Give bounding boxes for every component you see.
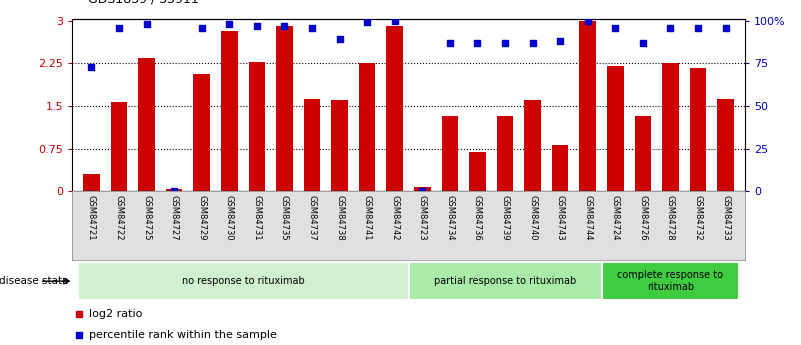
- Text: GSM84742: GSM84742: [390, 195, 399, 240]
- Text: GSM84723: GSM84723: [418, 195, 427, 240]
- Text: GSM84722: GSM84722: [115, 195, 123, 240]
- Text: GSM84730: GSM84730: [225, 195, 234, 240]
- Bar: [332, 100, 348, 191]
- Point: [85, 64, 98, 70]
- Point: [167, 189, 180, 194]
- Point: [416, 189, 429, 194]
- Point: [526, 40, 539, 46]
- Text: GSM84725: GSM84725: [142, 195, 151, 240]
- Bar: [634, 116, 651, 191]
- Point: [140, 21, 153, 27]
- Bar: [690, 68, 706, 191]
- Text: GSM84729: GSM84729: [197, 195, 206, 240]
- Point: [553, 38, 566, 44]
- Bar: [414, 187, 431, 191]
- Point: [471, 40, 484, 46]
- Point: [637, 40, 650, 46]
- Text: GSM84744: GSM84744: [583, 195, 592, 240]
- Bar: [166, 189, 183, 191]
- Text: GSM84735: GSM84735: [280, 195, 289, 240]
- Bar: [304, 99, 320, 191]
- Point: [223, 21, 235, 27]
- Point: [195, 25, 208, 30]
- Bar: [469, 151, 485, 191]
- Text: GSM84740: GSM84740: [528, 195, 537, 240]
- Bar: [409, 262, 602, 300]
- Text: GSM84721: GSM84721: [87, 195, 96, 240]
- Text: GSM84731: GSM84731: [252, 195, 261, 240]
- Text: GSM84741: GSM84741: [363, 195, 372, 240]
- Bar: [111, 102, 127, 191]
- Bar: [359, 63, 376, 191]
- Bar: [607, 66, 624, 191]
- Text: GSM84734: GSM84734: [445, 195, 454, 240]
- Bar: [718, 99, 734, 191]
- Point: [388, 18, 401, 23]
- Bar: [276, 26, 292, 191]
- Bar: [386, 26, 403, 191]
- Point: [278, 23, 291, 29]
- Point: [333, 37, 346, 42]
- Bar: [139, 58, 155, 191]
- Text: GSM84739: GSM84739: [501, 195, 509, 240]
- Text: GSM84724: GSM84724: [611, 195, 620, 240]
- Text: GSM84733: GSM84733: [721, 195, 731, 241]
- Bar: [579, 21, 596, 191]
- Point: [306, 25, 319, 30]
- Point: [582, 18, 594, 23]
- Bar: [83, 174, 99, 191]
- Point: [251, 23, 264, 29]
- Point: [664, 25, 677, 30]
- Text: GSM84726: GSM84726: [638, 195, 647, 240]
- Point: [113, 25, 126, 30]
- Text: no response to rituximab: no response to rituximab: [182, 276, 304, 286]
- Bar: [441, 116, 458, 191]
- Point: [360, 20, 373, 25]
- Text: disease state: disease state: [0, 276, 68, 286]
- Point: [498, 40, 511, 46]
- Bar: [525, 100, 541, 191]
- Bar: [193, 73, 210, 191]
- Text: GDS1839 / 35911: GDS1839 / 35911: [88, 0, 199, 5]
- Text: GSM84727: GSM84727: [170, 195, 179, 240]
- Text: GSM84738: GSM84738: [335, 195, 344, 241]
- Bar: [602, 262, 739, 300]
- Bar: [497, 116, 513, 191]
- Bar: [662, 63, 678, 191]
- Text: GSM84743: GSM84743: [556, 195, 565, 240]
- Point: [444, 40, 457, 46]
- Bar: [248, 62, 265, 191]
- Text: GSM84736: GSM84736: [473, 195, 482, 241]
- Text: percentile rank within the sample: percentile rank within the sample: [89, 330, 277, 339]
- Text: GSM84728: GSM84728: [666, 195, 675, 240]
- Bar: [78, 262, 409, 300]
- Text: GSM84732: GSM84732: [694, 195, 702, 240]
- Text: partial response to rituximab: partial response to rituximab: [434, 276, 576, 286]
- Point: [691, 25, 704, 30]
- Text: log2 ratio: log2 ratio: [89, 309, 143, 319]
- Point: [719, 25, 732, 30]
- Bar: [552, 145, 569, 191]
- Point: [609, 25, 622, 30]
- Text: GSM84737: GSM84737: [308, 195, 316, 241]
- Text: complete response to
rituximab: complete response to rituximab: [618, 270, 723, 292]
- Bar: [221, 31, 238, 191]
